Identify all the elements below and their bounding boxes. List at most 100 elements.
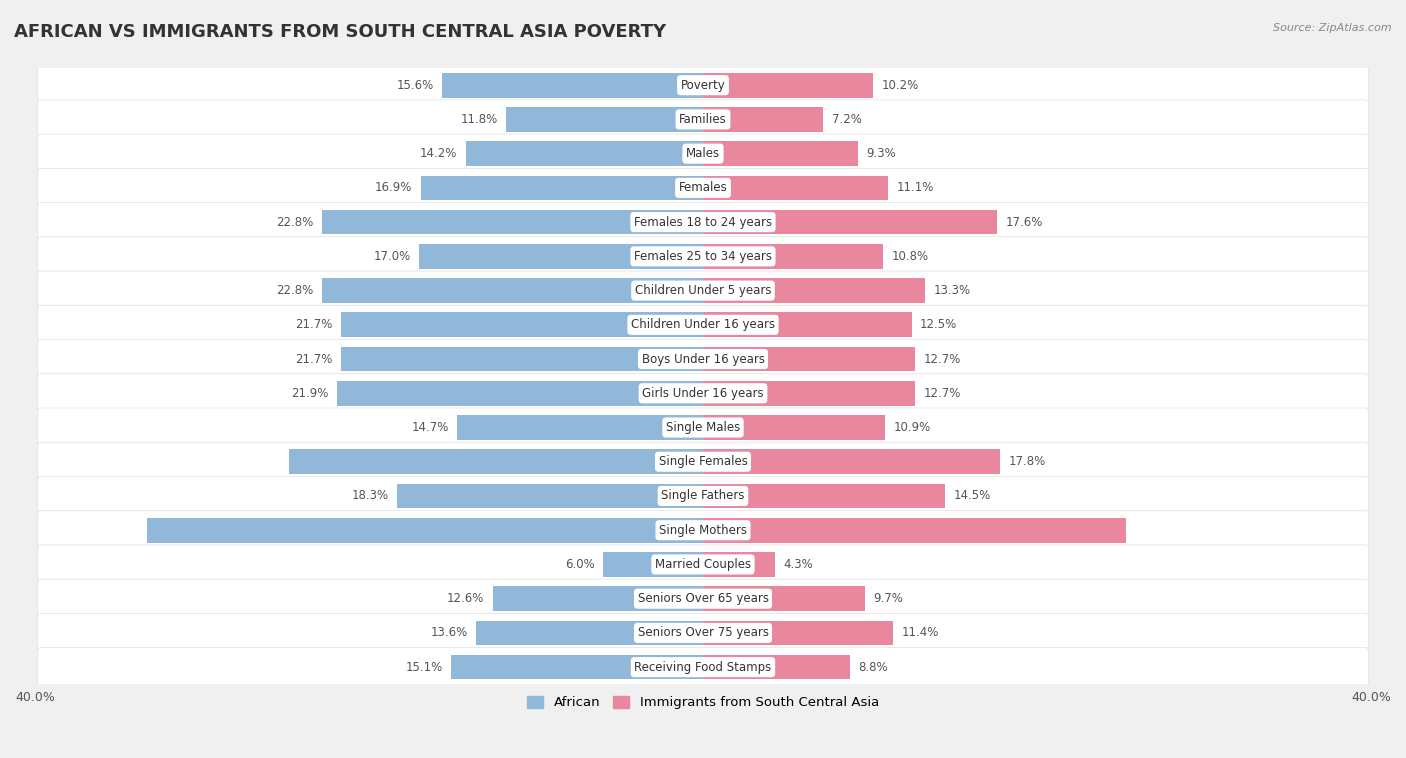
Text: 22.8%: 22.8%	[277, 284, 314, 297]
Text: 21.7%: 21.7%	[295, 352, 332, 365]
Text: Children Under 16 years: Children Under 16 years	[631, 318, 775, 331]
Bar	[703, 449, 1000, 474]
Text: 12.7%: 12.7%	[924, 387, 960, 399]
FancyBboxPatch shape	[38, 134, 1368, 173]
FancyBboxPatch shape	[38, 271, 1368, 310]
Text: 8.8%: 8.8%	[858, 661, 889, 674]
Bar	[506, 107, 703, 132]
Text: 14.2%: 14.2%	[420, 147, 457, 160]
Text: 17.0%: 17.0%	[374, 250, 411, 263]
Text: 21.7%: 21.7%	[295, 318, 332, 331]
Bar	[451, 655, 703, 679]
FancyBboxPatch shape	[38, 100, 1368, 139]
Text: 18.3%: 18.3%	[352, 490, 389, 503]
FancyBboxPatch shape	[38, 305, 1368, 344]
Text: Families: Families	[679, 113, 727, 126]
Text: 17.6%: 17.6%	[1005, 215, 1043, 229]
Text: Children Under 5 years: Children Under 5 years	[634, 284, 772, 297]
Text: 4.3%: 4.3%	[783, 558, 813, 571]
Text: Single Males: Single Males	[666, 421, 740, 434]
Bar	[703, 244, 883, 268]
Text: 13.6%: 13.6%	[430, 626, 468, 640]
Bar	[703, 415, 884, 440]
Text: Poverty: Poverty	[681, 79, 725, 92]
Text: 13.3%: 13.3%	[934, 284, 970, 297]
Bar	[703, 141, 858, 166]
Bar	[703, 346, 915, 371]
Text: 33.3%: 33.3%	[101, 524, 138, 537]
Text: 14.5%: 14.5%	[953, 490, 991, 503]
Text: Boys Under 16 years: Boys Under 16 years	[641, 352, 765, 365]
Text: Females 18 to 24 years: Females 18 to 24 years	[634, 215, 772, 229]
Bar	[465, 141, 703, 166]
Text: 10.9%: 10.9%	[893, 421, 931, 434]
Bar	[340, 312, 703, 337]
Text: 10.8%: 10.8%	[891, 250, 929, 263]
Bar	[703, 587, 865, 611]
Bar	[703, 210, 997, 234]
Text: Receiving Food Stamps: Receiving Food Stamps	[634, 661, 772, 674]
Text: 16.9%: 16.9%	[375, 181, 412, 194]
Bar	[703, 176, 889, 200]
Bar	[420, 176, 703, 200]
Bar	[322, 210, 703, 234]
Bar	[703, 484, 945, 509]
FancyBboxPatch shape	[38, 545, 1368, 584]
Bar	[492, 587, 703, 611]
Text: 6.0%: 6.0%	[565, 558, 595, 571]
FancyBboxPatch shape	[38, 408, 1368, 447]
Bar	[703, 655, 851, 679]
Text: 11.8%: 11.8%	[460, 113, 498, 126]
FancyBboxPatch shape	[38, 236, 1368, 276]
Bar	[703, 621, 893, 645]
FancyBboxPatch shape	[38, 477, 1368, 515]
Text: AFRICAN VS IMMIGRANTS FROM SOUTH CENTRAL ASIA POVERTY: AFRICAN VS IMMIGRANTS FROM SOUTH CENTRAL…	[14, 23, 666, 41]
Text: Girls Under 16 years: Girls Under 16 years	[643, 387, 763, 399]
Bar	[288, 449, 703, 474]
FancyBboxPatch shape	[38, 613, 1368, 653]
Text: 9.7%: 9.7%	[873, 592, 903, 605]
Text: Single Mothers: Single Mothers	[659, 524, 747, 537]
Text: 12.6%: 12.6%	[447, 592, 484, 605]
Text: 25.3%: 25.3%	[1133, 524, 1171, 537]
Bar	[703, 381, 915, 406]
Bar	[419, 244, 703, 268]
Bar	[603, 552, 703, 577]
FancyBboxPatch shape	[38, 340, 1368, 378]
Text: Females 25 to 34 years: Females 25 to 34 years	[634, 250, 772, 263]
FancyBboxPatch shape	[38, 66, 1368, 105]
Text: Married Couples: Married Couples	[655, 558, 751, 571]
FancyBboxPatch shape	[38, 442, 1368, 481]
Text: Single Fathers: Single Fathers	[661, 490, 745, 503]
Text: 12.7%: 12.7%	[924, 352, 960, 365]
Text: 17.8%: 17.8%	[1008, 456, 1046, 468]
Text: Females: Females	[679, 181, 727, 194]
FancyBboxPatch shape	[38, 202, 1368, 242]
Bar	[443, 73, 703, 98]
Text: 7.2%: 7.2%	[831, 113, 862, 126]
Bar	[703, 73, 873, 98]
Text: Source: ZipAtlas.com: Source: ZipAtlas.com	[1274, 23, 1392, 33]
Bar	[457, 415, 703, 440]
FancyBboxPatch shape	[38, 579, 1368, 619]
FancyBboxPatch shape	[38, 511, 1368, 550]
Bar	[475, 621, 703, 645]
Text: 24.8%: 24.8%	[243, 456, 280, 468]
Text: 9.3%: 9.3%	[866, 147, 897, 160]
Bar	[703, 107, 824, 132]
Text: Seniors Over 65 years: Seniors Over 65 years	[637, 592, 769, 605]
Bar	[398, 484, 703, 509]
Text: 22.8%: 22.8%	[277, 215, 314, 229]
Legend: African, Immigrants from South Central Asia: African, Immigrants from South Central A…	[522, 691, 884, 715]
Text: 12.5%: 12.5%	[920, 318, 957, 331]
Text: 11.4%: 11.4%	[901, 626, 939, 640]
Text: 11.1%: 11.1%	[897, 181, 934, 194]
Bar	[322, 278, 703, 303]
Text: Males: Males	[686, 147, 720, 160]
Bar	[703, 278, 925, 303]
Text: Seniors Over 75 years: Seniors Over 75 years	[637, 626, 769, 640]
Bar	[146, 518, 703, 543]
Text: 14.7%: 14.7%	[412, 421, 449, 434]
FancyBboxPatch shape	[38, 374, 1368, 413]
Bar	[703, 552, 775, 577]
